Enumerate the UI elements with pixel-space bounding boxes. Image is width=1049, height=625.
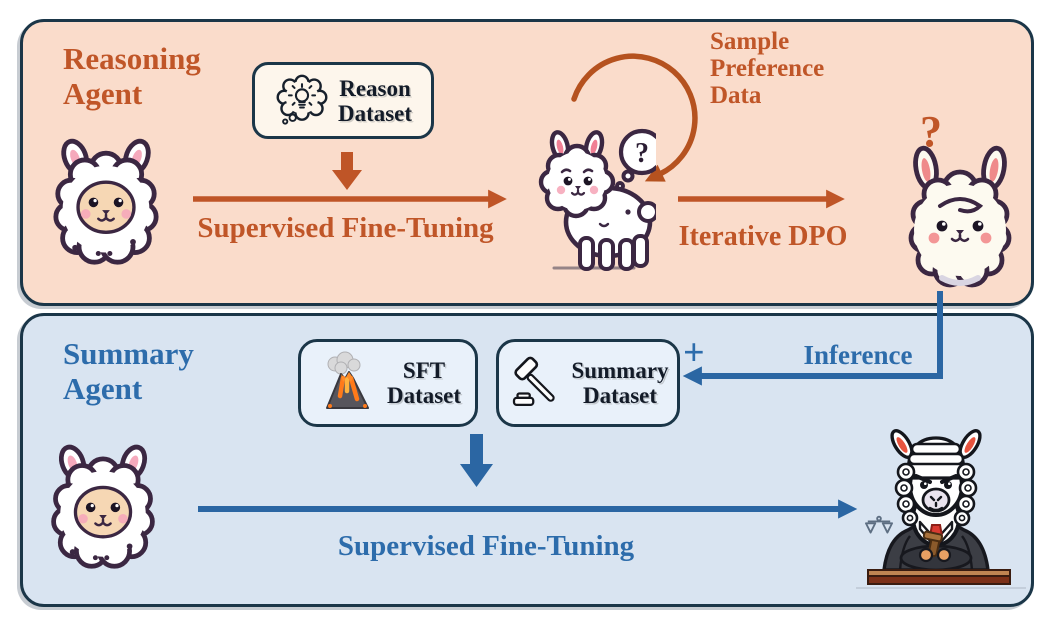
inference-label: Inference bbox=[803, 340, 913, 370]
summary-dataset-box: Summary Dataset bbox=[496, 339, 680, 427]
plus-sign: + bbox=[683, 332, 705, 374]
summary-agent-llama-icon bbox=[51, 444, 155, 569]
sample-preference-data-label: Sample Preference Data bbox=[710, 28, 824, 109]
sft-dataset-line2: Dataset bbox=[386, 383, 462, 408]
supervised-finetuning-label-summary: Supervised Fine-Tuning bbox=[337, 530, 635, 562]
summary-dataset-line1: Summary bbox=[571, 358, 669, 383]
reasoning-agent-label-line2: Agent bbox=[63, 76, 143, 111]
thought-bubble-question: ? bbox=[635, 138, 649, 169]
scales-of-justice-icon bbox=[865, 515, 893, 534]
thought-bubble bbox=[618, 128, 656, 176]
training-llama-icon: ? bbox=[538, 128, 656, 271]
iterative-dpo-label: Iterative DPO bbox=[678, 221, 848, 252]
reason-dataset-label: Reason Dataset bbox=[338, 76, 412, 126]
sample-preference-line1: Sample bbox=[710, 28, 790, 55]
sft-dataset-box: SFT Dataset bbox=[298, 339, 478, 427]
summary-dataset-label: Summary Dataset bbox=[571, 358, 668, 408]
gavel-icon bbox=[513, 356, 556, 407]
reasoning-model-llama-icon bbox=[908, 145, 1012, 288]
judge-llama-icon bbox=[867, 429, 1011, 585]
sample-preference-line2: Preference bbox=[710, 55, 825, 82]
reasoning-agent-label-line1: Reasoning bbox=[63, 41, 201, 76]
summary-dataset-line2: Dataset bbox=[582, 383, 658, 408]
reason-dataset-box: Reason Dataset bbox=[252, 62, 434, 139]
thought-lightbulb-icon bbox=[276, 74, 328, 125]
reasoning-agent-label: Reasoning Agent bbox=[63, 41, 201, 111]
reasoning-agent-llama-icon bbox=[53, 138, 159, 265]
volcano-icon bbox=[325, 351, 369, 409]
reason-dataset-line1: Reason bbox=[339, 75, 411, 101]
sample-preference-line3: Data bbox=[710, 82, 762, 109]
reasoning-panel bbox=[20, 19, 1034, 306]
sft-dataset-label: SFT Dataset bbox=[387, 358, 461, 408]
summary-agent-label-line2: Agent bbox=[63, 371, 143, 406]
judge-desk-underline bbox=[856, 587, 1026, 589]
supervised-finetuning-label-reasoning: Supervised Fine-Tuning bbox=[197, 212, 494, 244]
summary-agent-label-line1: Summary bbox=[63, 336, 194, 371]
summary-agent-label: Summary Agent bbox=[63, 336, 194, 406]
question-mark: ? bbox=[920, 107, 942, 156]
sft-dataset-line1: SFT bbox=[402, 358, 446, 383]
reason-dataset-line2: Dataset bbox=[337, 100, 413, 126]
